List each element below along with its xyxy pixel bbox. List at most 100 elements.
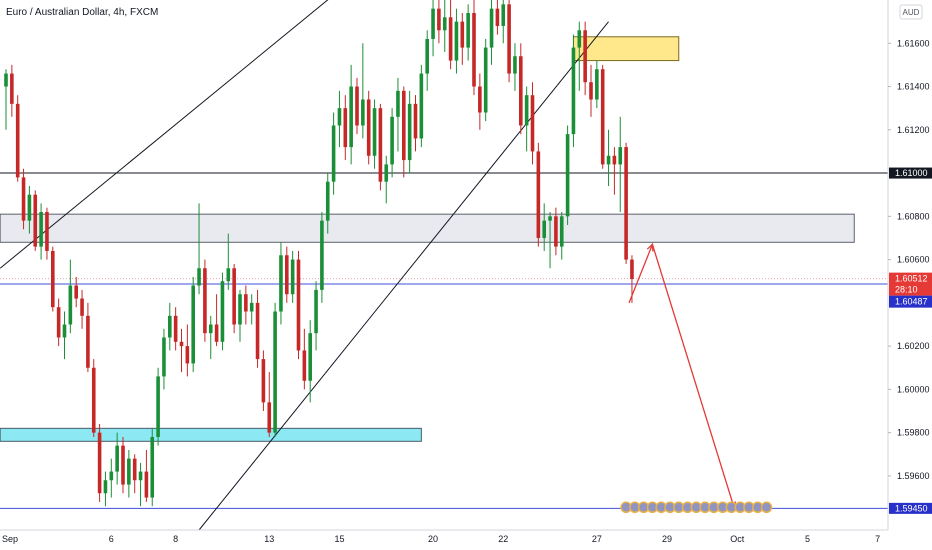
level-label-159450: 1.59450 [895,503,928,513]
candle-body [478,87,482,113]
level-label-161000: 1.61000 [895,168,928,178]
candle-body [191,286,195,364]
candle-body [227,268,231,281]
candle-body [273,312,277,433]
candle-body [69,286,73,325]
candle-body [408,104,412,160]
candle-body [390,117,394,165]
x-tick-label: Sep [2,534,18,544]
candle-body [267,402,271,432]
candle-body [180,342,184,346]
candle-body [51,251,55,307]
level-label-160487: 1.60487 [895,297,928,307]
candle-body [63,324,67,337]
candle [98,424,102,502]
candle [16,95,20,182]
candle-body [28,195,32,221]
y-tick-label: 1.59600 [897,471,930,481]
candle-body [10,74,14,104]
candle-body [472,13,476,87]
candle-body [45,212,49,251]
candle [601,65,605,169]
candle-body [121,446,125,485]
candle [379,104,383,191]
candle-body [174,316,178,342]
candle-body [22,177,26,220]
candle-body [156,376,160,437]
unit-badge: AUD [903,8,920,17]
candle-body [186,346,190,363]
candle-body [238,294,242,324]
chart-title: Euro / Australian Dollar, 4h, FXCM [6,7,158,18]
candle-body [402,91,406,160]
candle-body [630,260,634,279]
candle-body [16,104,20,178]
candle-body [250,303,254,312]
candle-body [519,56,523,125]
candle-body [373,108,377,156]
candle-body [554,216,558,246]
candle-body [501,4,505,26]
candle-body [215,324,219,341]
candle [420,65,424,147]
candle-body [80,299,84,316]
candle-body [57,307,61,337]
y-tick-label: 1.59800 [897,428,930,438]
candle [320,212,324,303]
y-tick-label: 1.61400 [897,82,930,92]
support-zone [0,428,421,441]
candle-body [542,221,546,238]
candle-body [4,74,8,87]
candle-body [115,446,119,472]
candle-body [607,156,611,165]
candle-body [461,22,465,48]
countdown-label: 28:10 [895,285,918,295]
candle [92,359,96,437]
event-markers-layer [621,502,771,512]
candle-body [367,100,371,156]
candle-body [74,286,78,299]
candle [566,125,570,225]
y-tick-label: 1.61600 [897,38,930,48]
candle [150,428,154,506]
x-tick-label: 6 [109,534,114,544]
candle-body [256,303,260,359]
candle-body [396,91,400,117]
resistance-zone [0,214,854,242]
candle-body [361,100,365,126]
x-tick-label: 5 [805,534,810,544]
candle [22,169,26,230]
candle-body [384,164,388,181]
candle-body [92,368,96,433]
candle-body [589,82,593,99]
candle-body [86,316,90,368]
candle-body [297,260,301,351]
candle-body [320,221,324,290]
candle-body [490,9,494,48]
candle [51,247,55,312]
candle-body [531,95,535,151]
candle-body [308,333,312,381]
candle-body [285,255,289,294]
candle-body [537,151,541,238]
candle-body [197,268,201,285]
candle-body [279,255,283,311]
candle-body [548,216,552,220]
candle-body [583,30,587,82]
y-tick-label: 1.61200 [897,125,930,135]
candle-body [104,480,108,493]
candle [262,350,266,411]
candle-body [203,268,207,333]
x-tick-label: 22 [498,534,508,544]
x-tick-label: 29 [662,534,672,544]
candle-body [355,87,359,126]
candle-body [425,39,429,74]
candle [572,35,576,147]
candle-body [437,9,441,31]
event-marker-icon [762,502,772,512]
candle-body [262,359,266,402]
candle-body [349,87,353,148]
x-tick-label: Oct [730,534,745,544]
